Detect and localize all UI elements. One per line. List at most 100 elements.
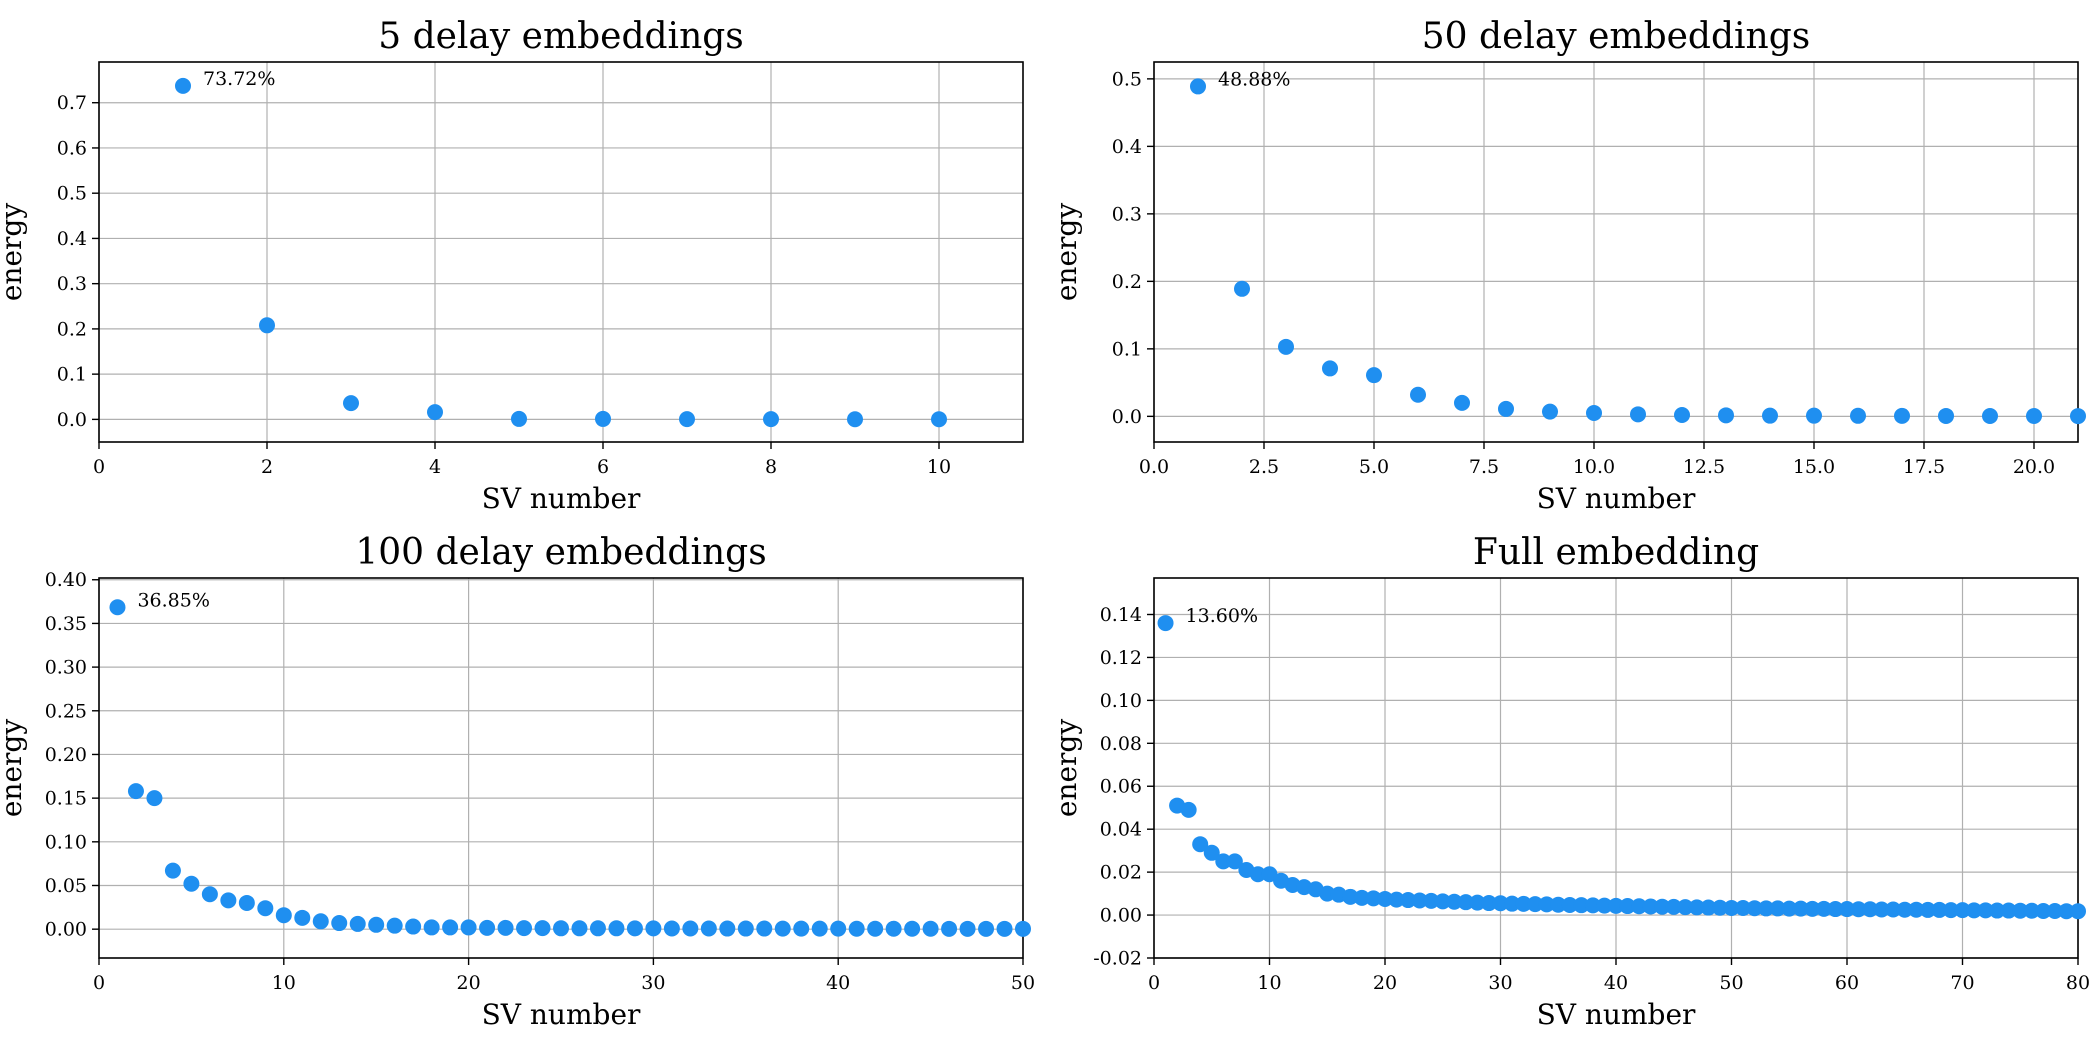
data-point: [1896, 901, 1913, 918]
subplot-50-delay-embeddings: 0.0 2.5 5.0 7.5 10.0 12.5 15.0 17.5 20.0 0.0 0.1 0.…: [1050, 16, 2086, 515]
data-point: [1410, 386, 1426, 403]
data-point: [663, 920, 680, 937]
data-point: [1862, 901, 1879, 918]
data-point: [847, 411, 863, 428]
y-tick-label: -0.02: [1093, 948, 1142, 970]
y-tick-label: 0.3: [57, 273, 87, 295]
data-point: [1769, 900, 1786, 917]
data-point: [1700, 899, 1717, 916]
y-tick-label: 0.20: [45, 744, 87, 766]
data-point: [682, 920, 699, 937]
data-point: [1015, 920, 1031, 937]
data-point: [127, 783, 144, 800]
data-point: [1365, 890, 1382, 907]
x-tick-label: 6: [597, 456, 609, 478]
data-point: [238, 894, 255, 911]
data-point: [626, 920, 643, 937]
data-point: [1989, 902, 2006, 919]
data-point: [2023, 902, 2040, 919]
x-tick-label: 50: [1719, 972, 1743, 994]
data-point: [442, 919, 459, 936]
y-tick-label: 0.10: [1100, 690, 1142, 712]
y-tick-label: 0.30: [45, 657, 87, 679]
data-point: [1377, 890, 1393, 907]
data-point: [1573, 897, 1590, 914]
x-tick-label: 30: [641, 972, 665, 994]
x-tick-label: 10.0: [1573, 456, 1615, 478]
annotation-label: 36.85%: [137, 589, 209, 611]
x-tick-label: 70: [1950, 972, 1974, 994]
data-point: [1873, 901, 1890, 918]
data-point: [1586, 404, 1602, 421]
subplot-100-delay-embeddings: 0 10 20 30 40 50 0.00 0.05 0.10 0.15 0.20 0.25 0.30 0…: [0, 532, 1035, 1031]
data-point: [2058, 903, 2075, 920]
data-point: [1677, 899, 1694, 916]
data-point: [1642, 898, 1659, 915]
data-point: [922, 920, 939, 937]
x-tick-label: 0: [1148, 972, 1160, 994]
data-point: [1931, 901, 1948, 918]
data-point: [1192, 836, 1209, 853]
x-tick-label: 60: [1835, 972, 1859, 994]
data-point: [1249, 866, 1266, 883]
data-point: [2000, 902, 2017, 919]
data-point: [1804, 900, 1821, 917]
data-point: [460, 919, 477, 936]
plot-frame: [98, 61, 1024, 443]
data-point: [1423, 892, 1440, 909]
y-axis-label: energy: [0, 719, 28, 817]
data-point: [1665, 898, 1682, 915]
subplot-full-embedding: 0 10 20 30 40 50 60 70 80 -0.02 0.00 0.02 0.04 0.06 0.…: [1050, 532, 2090, 1031]
x-tick-label: 0: [93, 972, 105, 994]
data-point: [1515, 895, 1532, 912]
data-point: [1885, 901, 1902, 918]
data-point: [1584, 897, 1601, 914]
data-point: [756, 920, 773, 937]
data-point: [2026, 408, 2042, 425]
data-point: [1954, 902, 1971, 919]
y-tick-label: 0.14: [1100, 604, 1142, 626]
data-point: [1366, 367, 1382, 384]
y-tick-label: 0.4: [1112, 136, 1142, 158]
y-tick-label: 0.15: [45, 788, 87, 810]
data-point: [1894, 407, 1910, 424]
data-point: [1550, 896, 1567, 913]
data-point: [774, 920, 791, 937]
x-tick-label: 40: [1604, 972, 1628, 994]
data-point: [1723, 899, 1740, 916]
data-point: [1654, 898, 1671, 915]
plot-frame: [1153, 61, 2079, 443]
data-point: [553, 920, 569, 937]
y-tick-label: 0.1: [1112, 338, 1142, 360]
data-point: [1735, 899, 1752, 916]
data-point: [175, 77, 191, 94]
data-point: [312, 913, 329, 930]
x-axis-label: SV number: [482, 998, 641, 1031]
data-point: [737, 920, 754, 937]
data-point: [1203, 844, 1220, 861]
y-tick-label: 0.25: [45, 700, 87, 722]
y-tick-label: 0.08: [1100, 733, 1142, 755]
data-point: [1480, 895, 1497, 912]
data-point: [331, 915, 348, 932]
subplot-5-delay-embeddings: 0 2 4 6 8 10 0.0 0.1 0.2 0.3 0.4 0.5 0.6 0.7 5 delay e…: [0, 16, 1024, 515]
data-point: [595, 410, 611, 427]
data-point: [1342, 888, 1359, 905]
data-point: [1792, 900, 1809, 917]
data-point: [2070, 408, 2086, 425]
data-point: [867, 920, 884, 937]
x-tick-label: 10: [1257, 972, 1281, 994]
x-tick-label: 0: [93, 456, 105, 478]
data-point: [511, 410, 527, 427]
y-tick-label: 0.00: [45, 919, 87, 941]
data-point: [1234, 280, 1250, 297]
data-point: [1561, 896, 1578, 913]
data-point: [719, 920, 736, 937]
data-point: [1542, 403, 1558, 420]
x-axis-label: SV number: [482, 482, 641, 515]
data-point: [1157, 615, 1174, 632]
data-point: [1718, 407, 1734, 424]
data-point: [1806, 407, 1822, 424]
y-tick-label: 0.40: [45, 569, 87, 591]
data-point: [1411, 892, 1428, 909]
